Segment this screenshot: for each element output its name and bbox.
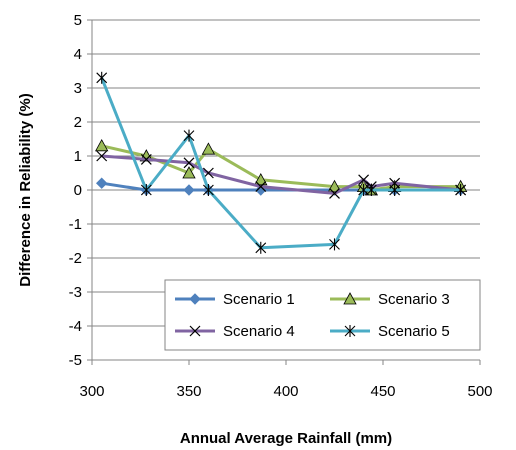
legend-label: Scenario 1: [223, 291, 295, 308]
legend-item: Scenario 3: [330, 291, 450, 308]
legend-item: Scenario 1: [175, 291, 295, 308]
data-point: [189, 293, 201, 305]
x-tick-label: 500: [467, 383, 492, 400]
data-point: [329, 187, 340, 199]
axes: [87, 19, 481, 365]
y-tick-label: -5: [69, 352, 82, 369]
data-point: [255, 241, 267, 254]
y-tick-label: -1: [69, 216, 82, 233]
x-axis-title: Annual Average Rainfall (mm): [180, 430, 392, 447]
data-point: [327, 179, 342, 193]
data-point: [182, 166, 196, 179]
data-point: [189, 325, 201, 337]
y-tick-label: 5: [74, 12, 82, 29]
y-axis-title: Difference in Reliability (%): [17, 93, 34, 286]
x-tick-label: 400: [273, 383, 298, 400]
y-tick-label: 4: [74, 46, 82, 63]
data-point: [344, 325, 356, 337]
x-tick-label: 300: [79, 383, 104, 400]
data-point: [329, 238, 340, 251]
x-tick-label: 450: [370, 383, 395, 400]
data-point: [96, 71, 108, 84]
data-point: [140, 184, 152, 196]
legend-box: [164, 279, 481, 351]
data-point: [96, 150, 108, 162]
data-point: [183, 157, 195, 169]
legend-label: Scenario 5: [378, 323, 450, 340]
data-point: [455, 184, 466, 196]
data-series: [95, 71, 468, 254]
data-point: [203, 184, 214, 196]
y-tick-label: 2: [74, 114, 82, 131]
series-line: [100, 77, 461, 250]
series-scenario-5: [96, 71, 466, 254]
tick-labels: 5 4 3 2 1 0 -1 -2 -3 -4 -5 300 350 400 450 500: [69, 12, 493, 400]
data-point: [343, 292, 357, 305]
legend-label: Scenario 3: [378, 291, 450, 308]
y-tick-label: 0: [74, 182, 82, 199]
data-point: [95, 138, 109, 152]
data-point: [365, 184, 377, 196]
y-tick-label: 1: [74, 148, 82, 165]
y-tick-label: -2: [69, 250, 82, 267]
legend-item: Scenario 4: [175, 323, 295, 340]
data-point: [358, 174, 370, 186]
data-point: [254, 172, 268, 186]
series-scenario-3: [95, 138, 468, 196]
data-point: [358, 184, 369, 196]
legend-item: Scenario 5: [330, 323, 450, 340]
data-point: [255, 181, 267, 193]
y-tick-label: -4: [69, 318, 82, 335]
data-point: [389, 184, 401, 196]
data-point: [140, 153, 152, 165]
x-tick-label: 350: [176, 383, 201, 400]
data-point: [201, 142, 216, 155]
y-tick-label: 3: [74, 80, 82, 97]
legend: Scenario 1 Scenario 3 Scenario 4 Scenario 5: [164, 279, 481, 351]
data-point: [183, 129, 195, 142]
data-point: [183, 184, 195, 196]
legend-label: Scenario 4: [223, 323, 295, 340]
y-tick-label: -3: [69, 284, 82, 301]
data-point: [95, 177, 108, 189]
